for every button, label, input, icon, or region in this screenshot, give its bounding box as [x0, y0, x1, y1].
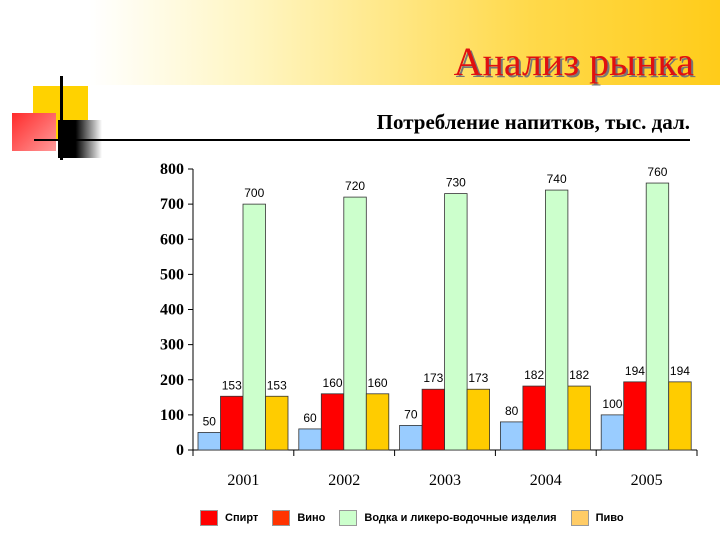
data-label: 100 — [602, 397, 622, 411]
bar — [567, 385, 591, 451]
x-tick-label: 2003 — [429, 472, 461, 489]
x-tick-label: 2002 — [328, 472, 360, 489]
header-gradient — [90, 0, 720, 85]
legend-item: Пиво — [570, 510, 624, 526]
x-tick-label: 2001 — [227, 472, 259, 489]
data-label: 50 — [203, 414, 217, 428]
bar — [668, 381, 692, 451]
bar — [600, 414, 625, 451]
data-label: 80 — [505, 404, 519, 418]
bar — [522, 385, 546, 451]
data-label: 70 — [404, 407, 418, 421]
bar — [499, 421, 524, 451]
bar — [197, 432, 221, 451]
bar — [265, 395, 289, 451]
bar — [645, 182, 670, 451]
legend-label: Спирт — [225, 512, 259, 524]
bar — [421, 388, 446, 451]
y-tick-label: 600 — [160, 231, 184, 248]
data-label: 160 — [368, 376, 388, 390]
page-title: Анализ рынка — [453, 39, 694, 84]
bar — [343, 196, 367, 451]
legend-item: Спирт — [200, 510, 258, 526]
y-tick-label: 800 — [160, 161, 184, 178]
legend-label: Водка и ликеро-водочные изделия — [364, 512, 557, 524]
decorative-red-square — [12, 113, 56, 151]
chart-legend: Спирт Вино Водка и ликеро-водочные изделия… — [200, 508, 638, 528]
data-label: 182 — [524, 368, 544, 382]
data-label: 194 — [625, 364, 645, 378]
bar — [365, 393, 390, 451]
data-label: 700 — [244, 186, 264, 200]
decorative-vertical-line — [60, 76, 63, 160]
data-label: 173 — [468, 371, 488, 385]
legend-swatch — [200, 510, 218, 526]
y-tick-label: 200 — [160, 372, 184, 389]
legend-swatch — [272, 510, 291, 526]
bar — [298, 428, 322, 451]
data-label: 173 — [423, 371, 443, 385]
bar — [466, 388, 491, 451]
decorative-horizontal-line — [34, 139, 690, 141]
y-tick-label: 300 — [160, 337, 184, 354]
y-tick-label: 0 — [176, 442, 184, 459]
data-label: 182 — [569, 368, 589, 382]
legend-label: Пиво — [595, 512, 624, 524]
legend-item: Водка и ликеро-водочные изделия — [339, 510, 557, 526]
bar — [320, 393, 345, 451]
x-tick-label: 2005 — [631, 472, 663, 489]
x-tick-label: 2004 — [530, 472, 562, 489]
data-label: 740 — [547, 172, 567, 186]
bar — [545, 189, 569, 451]
data-label: 760 — [647, 165, 667, 179]
y-tick-label: 400 — [160, 302, 184, 319]
bar — [242, 203, 266, 451]
bar — [220, 395, 244, 451]
data-label: 720 — [345, 179, 365, 193]
data-label: 194 — [670, 364, 690, 378]
data-label: 153 — [267, 378, 287, 392]
y-tick-label: 100 — [160, 407, 184, 424]
data-label: 60 — [303, 411, 317, 425]
y-tick-label: 500 — [160, 266, 184, 283]
bar — [399, 425, 423, 451]
chart-subtitle: Потребление напитков, тыс. дал. — [376, 110, 690, 134]
bar — [444, 193, 468, 451]
legend-swatch — [570, 510, 589, 526]
legend-label: Вино — [297, 512, 326, 524]
legend-swatch — [339, 510, 358, 526]
bar — [623, 381, 647, 451]
data-label: 730 — [446, 176, 466, 190]
y-tick-label: 700 — [160, 196, 184, 213]
legend-item: Вино — [272, 510, 325, 526]
data-label: 153 — [222, 378, 242, 392]
data-label: 160 — [323, 376, 343, 390]
